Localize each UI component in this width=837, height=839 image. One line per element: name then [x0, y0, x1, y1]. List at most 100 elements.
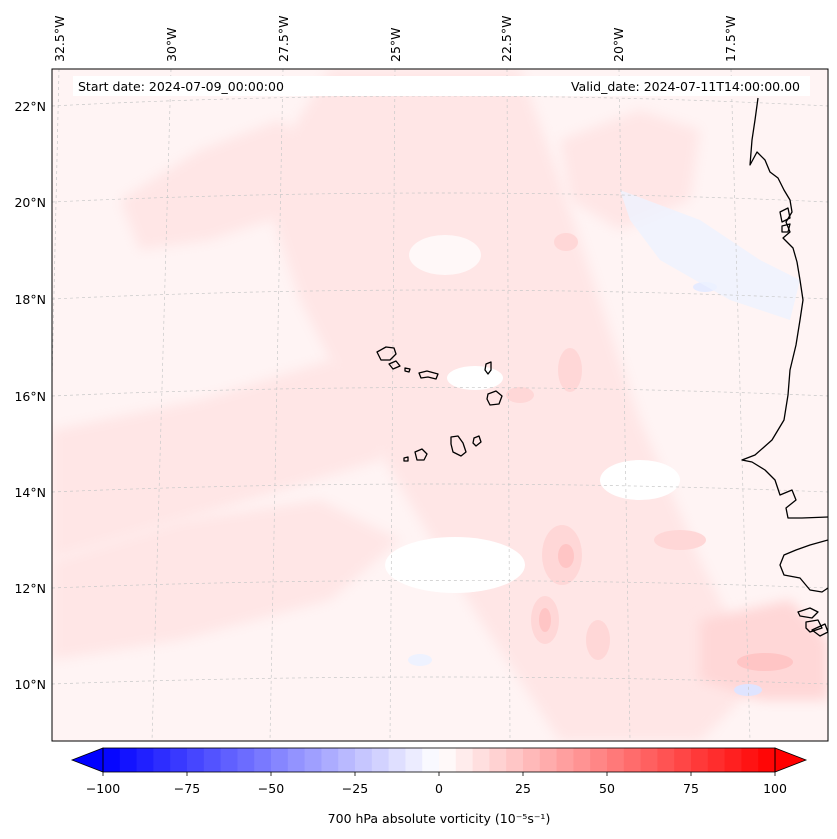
colorbar-tick-label: −50 — [258, 781, 284, 796]
colorbar-cell — [489, 748, 507, 772]
colorbar-cell — [691, 748, 709, 772]
vorticity-zero-1 — [447, 366, 503, 390]
colorbar-cell — [153, 748, 171, 772]
vorticity-field — [52, 69, 828, 741]
lat-label-10n: 10°N — [14, 677, 46, 692]
colorbar-cell — [506, 748, 524, 772]
lat-label-16n: 16°N — [14, 389, 46, 404]
lon-label-30w: 30°W — [164, 27, 179, 62]
vorticity-max-8 — [506, 387, 534, 403]
lon-label-27-5w: 27.5°W — [276, 16, 291, 62]
meridian-27-5w — [269, 69, 284, 741]
latitude-labels: 22°N 20°N 18°N 16°N 14°N 12°N 10°N — [14, 99, 46, 692]
meridian-20w — [618, 69, 631, 741]
meridian-30w — [151, 69, 172, 741]
colorbar-tick-label: 50 — [599, 781, 615, 796]
colorbar-cell — [338, 748, 356, 772]
coastlines — [376, 97, 828, 637]
lat-label-22n: 22°N — [14, 99, 46, 114]
colorbar-cell — [103, 748, 121, 772]
parallel-10n — [52, 676, 828, 685]
colorbar-cell — [388, 748, 406, 772]
vorticity-max-5 — [586, 620, 610, 660]
parallel-18n — [52, 289, 828, 300]
colorbar-tick-label: −75 — [174, 781, 200, 796]
colorbar-cell — [556, 748, 574, 772]
parallel-20n — [52, 192, 828, 203]
colorbar-tick-label: 100 — [763, 781, 787, 796]
west-africa-coast — [741, 97, 828, 519]
island-sal — [484, 361, 492, 375]
colorbar-cell — [254, 748, 272, 772]
colorbar-cell — [136, 748, 154, 772]
colorbar-tick-labels: −100 −75 −50 −25 0 25 50 75 100 — [86, 781, 787, 796]
island-boa-vista — [486, 390, 503, 406]
parallel-16n — [52, 387, 828, 397]
lon-label-22-5w: 22.5°W — [499, 16, 514, 62]
vorticity-max-9 — [558, 348, 582, 392]
vorticity-band-southwest — [52, 500, 400, 660]
lat-label-18n: 18°N — [14, 292, 46, 307]
colorbar-cells — [103, 748, 776, 772]
longitude-labels: 32.5°W 30°W 27.5°W 25°W 22.5°W 20°W 17.5… — [52, 16, 738, 62]
vorticity-band-southeast — [700, 600, 828, 700]
parallel-12n — [52, 580, 828, 589]
colorbar-cell — [355, 748, 373, 772]
colorbar-cell — [640, 748, 658, 772]
island-sao-nicolau — [418, 370, 439, 380]
valid-date-label: Valid_date: 2024-07-11T14:00:00.00 — [571, 79, 800, 94]
parallel-14n — [52, 483, 828, 493]
vorticity-band-north — [120, 120, 330, 250]
vorticity-max-10 — [554, 233, 578, 251]
meridian-17-5w — [730, 69, 751, 741]
colorbar-cell — [170, 748, 188, 772]
start-date-label: Start date: 2024-07-09_00:00:00 — [78, 79, 284, 94]
island-santo-antao — [376, 346, 397, 361]
lon-label-17-5w: 17.5°W — [723, 16, 738, 62]
island-sao-vicente — [388, 360, 401, 370]
colorbar-cell — [623, 748, 642, 772]
colorbar-tick-label: 75 — [683, 781, 699, 796]
vorticity-max-7 — [737, 653, 793, 671]
colorbar-high-extend — [774, 747, 808, 773]
colorbar-cell — [439, 748, 457, 772]
colorbar-cell — [271, 748, 289, 772]
vorticity-neg-1 — [734, 684, 762, 696]
colorbar-cell — [237, 748, 255, 772]
graticule — [52, 69, 828, 741]
colorbar-cell — [321, 748, 339, 772]
colorbar-tick-label: −25 — [342, 781, 368, 796]
vorticity-neg-3 — [408, 654, 432, 666]
meridian-22-5w — [506, 69, 511, 741]
colorbar: −100 −75 −50 −25 0 25 50 75 100 700 hPa … — [70, 747, 808, 826]
colorbar-cell — [220, 748, 238, 772]
colorbar-cell — [523, 748, 541, 772]
colorbar-cell — [741, 748, 759, 772]
map-panel: Start date: 2024-07-09_00:00:00 Valid_da… — [51, 68, 829, 742]
colorbar-cell — [203, 748, 222, 772]
vorticity-zero-2 — [409, 235, 481, 275]
colorbar-cell — [607, 748, 625, 772]
colorbar-cell — [472, 748, 490, 772]
colorbar-cell — [657, 748, 675, 772]
vorticity-band-main — [260, 69, 760, 741]
island-maio — [472, 435, 482, 447]
colorbar-cell — [422, 748, 440, 772]
colorbar-cell — [674, 748, 692, 772]
colorbar-cell — [287, 748, 306, 772]
meridian-25w — [389, 69, 396, 741]
vorticity-neg-4 — [620, 190, 800, 320]
vorticity-band-west — [52, 360, 420, 560]
colorbar-label: 700 hPa absolute vorticity (10⁻⁵s⁻¹) — [328, 811, 551, 826]
lat-label-14n: 14°N — [14, 485, 46, 500]
colorbar-cell — [724, 748, 742, 772]
colorbar-cell — [405, 748, 423, 772]
colorbar-cell — [455, 748, 474, 772]
island-fogo — [414, 448, 428, 461]
colorbar-tick-label: −100 — [86, 781, 120, 796]
colorbar-cell — [758, 748, 776, 772]
senegal-river-islands — [779, 207, 791, 233]
colorbar-cell — [304, 748, 322, 772]
colorbar-tick-label: 0 — [435, 781, 443, 796]
